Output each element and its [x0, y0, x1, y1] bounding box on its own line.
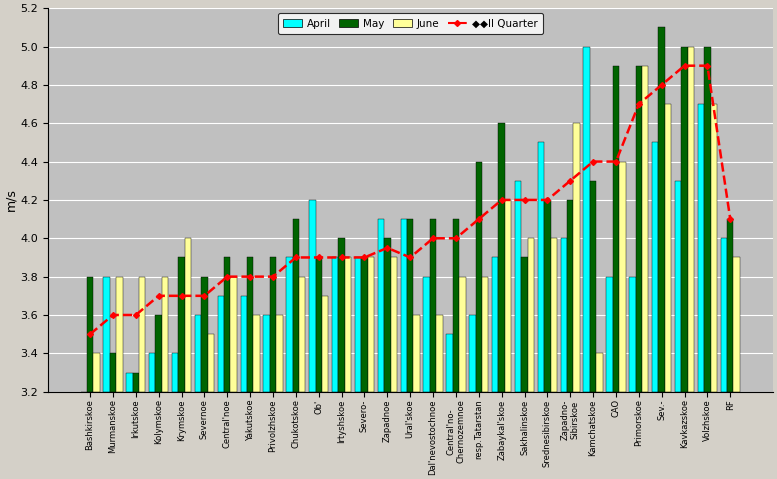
Bar	[139, 277, 145, 392]
Legend: April, May, June, ◆◆II Quarter: April, May, June, ◆◆II Quarter	[277, 13, 543, 34]
Bar	[733, 257, 740, 392]
Bar	[515, 181, 521, 392]
Bar	[492, 257, 498, 392]
Bar	[207, 334, 214, 392]
Bar	[584, 46, 590, 392]
Bar	[339, 238, 345, 392]
Bar	[613, 66, 619, 392]
Bar	[459, 277, 465, 392]
Bar	[629, 277, 636, 392]
Bar	[446, 334, 453, 392]
Bar	[658, 27, 665, 392]
Bar	[361, 257, 368, 392]
Bar	[253, 315, 260, 392]
Y-axis label: m/s: m/s	[4, 189, 17, 211]
Bar	[195, 315, 201, 392]
Bar	[675, 181, 681, 392]
Bar	[551, 238, 557, 392]
Bar	[538, 142, 544, 392]
Bar	[453, 219, 459, 392]
Bar	[103, 277, 110, 392]
Bar	[436, 315, 443, 392]
Bar	[711, 104, 717, 392]
Bar	[401, 219, 407, 392]
Bar	[299, 277, 305, 392]
Bar	[315, 257, 322, 392]
Bar	[652, 142, 658, 392]
Bar	[276, 315, 283, 392]
Bar	[469, 315, 476, 392]
Bar	[345, 257, 351, 392]
Bar	[498, 123, 505, 392]
Bar	[332, 257, 339, 392]
Bar	[368, 257, 374, 392]
Bar	[241, 296, 247, 392]
Bar	[573, 123, 580, 392]
Bar	[126, 373, 133, 392]
Bar	[423, 277, 430, 392]
Bar	[642, 66, 649, 392]
Bar	[179, 257, 185, 392]
Bar	[270, 257, 276, 392]
Bar	[218, 296, 224, 392]
Bar	[544, 200, 551, 392]
Bar	[521, 257, 528, 392]
Bar	[263, 315, 270, 392]
Bar	[482, 277, 489, 392]
Bar	[590, 181, 596, 392]
Bar	[665, 104, 671, 392]
Bar	[155, 315, 162, 392]
Bar	[567, 200, 573, 392]
Bar	[505, 200, 511, 392]
Bar	[704, 46, 711, 392]
Bar	[720, 238, 727, 392]
Bar	[476, 161, 482, 392]
Bar	[561, 238, 567, 392]
Bar	[430, 219, 436, 392]
Bar	[322, 296, 329, 392]
Bar	[172, 354, 179, 392]
Bar	[149, 354, 155, 392]
Bar	[185, 238, 191, 392]
Bar	[391, 257, 397, 392]
Bar	[636, 66, 642, 392]
Bar	[596, 354, 603, 392]
Bar	[309, 200, 315, 392]
Bar	[619, 161, 625, 392]
Bar	[698, 104, 704, 392]
Bar	[224, 257, 231, 392]
Bar	[407, 219, 413, 392]
Bar	[286, 257, 293, 392]
Bar	[378, 219, 384, 392]
Bar	[231, 277, 237, 392]
Bar	[606, 277, 613, 392]
Bar	[727, 219, 733, 392]
Bar	[110, 354, 117, 392]
Bar	[93, 354, 99, 392]
Bar	[247, 257, 253, 392]
Bar	[688, 46, 694, 392]
Bar	[201, 277, 207, 392]
Bar	[413, 315, 420, 392]
Bar	[355, 257, 361, 392]
Bar	[384, 238, 391, 392]
Bar	[117, 277, 123, 392]
Bar	[293, 219, 299, 392]
Bar	[162, 277, 169, 392]
Bar	[133, 373, 139, 392]
Bar	[87, 277, 93, 392]
Bar	[681, 46, 688, 392]
Bar	[528, 238, 534, 392]
